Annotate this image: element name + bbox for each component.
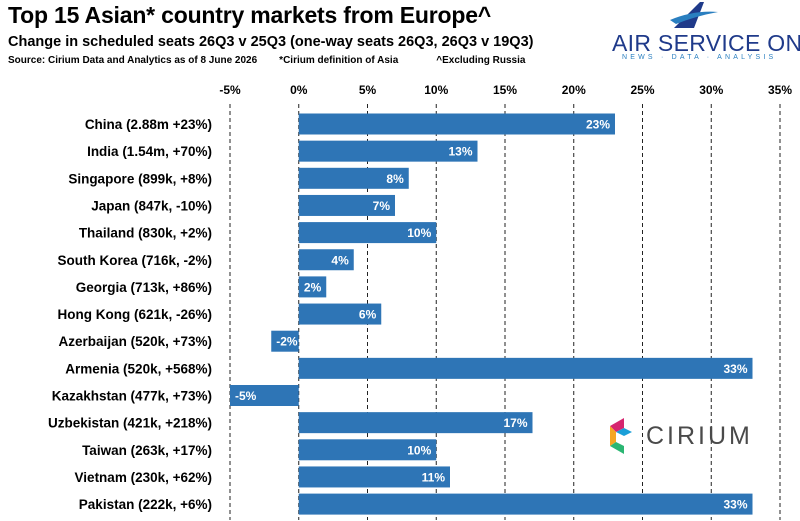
data-label: 4% — [331, 253, 349, 267]
data-label: 33% — [723, 498, 747, 512]
air-service-one-tagline: NEWS · DATA · ANALYSIS — [622, 54, 777, 61]
bar — [298, 194, 395, 216]
category-label: Kazakhstan (477k, +73%) — [52, 389, 212, 404]
x-tick-label: 20% — [562, 83, 586, 97]
category-label: Thailand (830k, +2%) — [79, 226, 212, 241]
data-label: 6% — [359, 308, 377, 322]
data-label: 2% — [304, 280, 322, 294]
data-label: 10% — [407, 226, 431, 240]
category-label: South Korea (716k, -2%) — [57, 253, 212, 268]
x-tick-label: 0% — [290, 83, 308, 97]
bar — [298, 357, 753, 379]
x-axis-ticks: -5% 0% 5% 10% 15% 20% 25% 30% 35% — [219, 83, 792, 97]
bars: 23% 13% 8% 7% 10% 4% 2% 6% -2% 33% -5% 17% 10% 11% 33% — [230, 113, 753, 515]
bar — [298, 249, 354, 271]
bar — [298, 493, 753, 515]
data-label: 10% — [407, 443, 431, 457]
cirium-mark-icon — [610, 418, 632, 454]
data-label: -5% — [235, 389, 257, 403]
category-labels: China (2.88m +23%) India (1.54m, +70%) Sin… — [48, 117, 212, 512]
data-label: 23% — [586, 118, 610, 132]
category-label: Japan (847k, -10%) — [91, 198, 212, 213]
data-label: 8% — [386, 172, 404, 186]
russia-footnote: ^Excluding Russia — [436, 55, 526, 66]
bar — [298, 140, 478, 162]
data-label: 17% — [503, 416, 527, 430]
category-label: Armenia (520k, +568%) — [65, 361, 212, 376]
x-tick-label: 10% — [424, 83, 448, 97]
chart-subtitle: Change in scheduled seats 26Q3 v 25Q3 (o… — [8, 34, 534, 50]
x-tick-label: 15% — [493, 83, 517, 97]
bar — [298, 412, 533, 434]
bar — [298, 466, 450, 488]
data-label: 33% — [723, 362, 747, 376]
category-label: China (2.88m +23%) — [85, 117, 212, 132]
x-tick-label: -5% — [219, 83, 241, 97]
category-label: Vietnam (230k, +62%) — [75, 470, 212, 485]
category-label: Uzbekistan (421k, +218%) — [48, 416, 212, 431]
source-line: Source: Cirium Data and Analytics as of … — [8, 55, 525, 66]
bar — [298, 439, 437, 461]
air-service-one-mark-icon — [670, 2, 718, 28]
data-label: 11% — [422, 470, 446, 484]
bar — [271, 330, 299, 352]
category-label: Singapore (899k, +8%) — [68, 171, 212, 186]
x-tick-label: 25% — [630, 83, 654, 97]
data-label: 13% — [448, 145, 472, 159]
data-label: -2% — [276, 335, 298, 349]
bar-chart: -5% 0% 5% 10% 15% 20% 25% 30% 35% 23% 13% 8% 7% 10% 4… — [48, 83, 792, 520]
cirium-logo: CIRIUM — [606, 414, 756, 458]
air-service-one-wordmark: AIR SERVICE ONE — [612, 30, 800, 56]
category-label: India (1.54m, +70%) — [87, 144, 212, 159]
source-text: Source: Cirium Data and Analytics as of … — [8, 55, 258, 66]
asia-footnote: *Cirium definition of Asia — [279, 55, 399, 66]
category-label: Hong Kong (621k, -26%) — [57, 307, 212, 322]
bar — [298, 222, 437, 244]
data-label: 7% — [373, 199, 391, 213]
x-tick-label: 30% — [699, 83, 723, 97]
air-service-one-logo: AIR SERVICE ONE NEWS · DATA · ANALYSIS — [608, 0, 800, 68]
bar — [298, 113, 615, 135]
bar — [230, 385, 299, 406]
cirium-wordmark: CIRIUM — [646, 422, 753, 450]
x-tick-label: 35% — [768, 83, 792, 97]
category-label: Georgia (713k, +86%) — [76, 280, 212, 295]
bar — [298, 303, 382, 325]
category-label: Azerbaijan (520k, +73%) — [59, 334, 212, 349]
chart-title: Top 15 Asian* country markets from Europ… — [8, 2, 492, 28]
bar — [298, 276, 327, 298]
bar — [298, 167, 409, 189]
category-label: Taiwan (263k, +17%) — [82, 443, 212, 458]
x-tick-label: 5% — [359, 83, 377, 97]
category-label: Pakistan (222k, +6%) — [79, 497, 212, 512]
